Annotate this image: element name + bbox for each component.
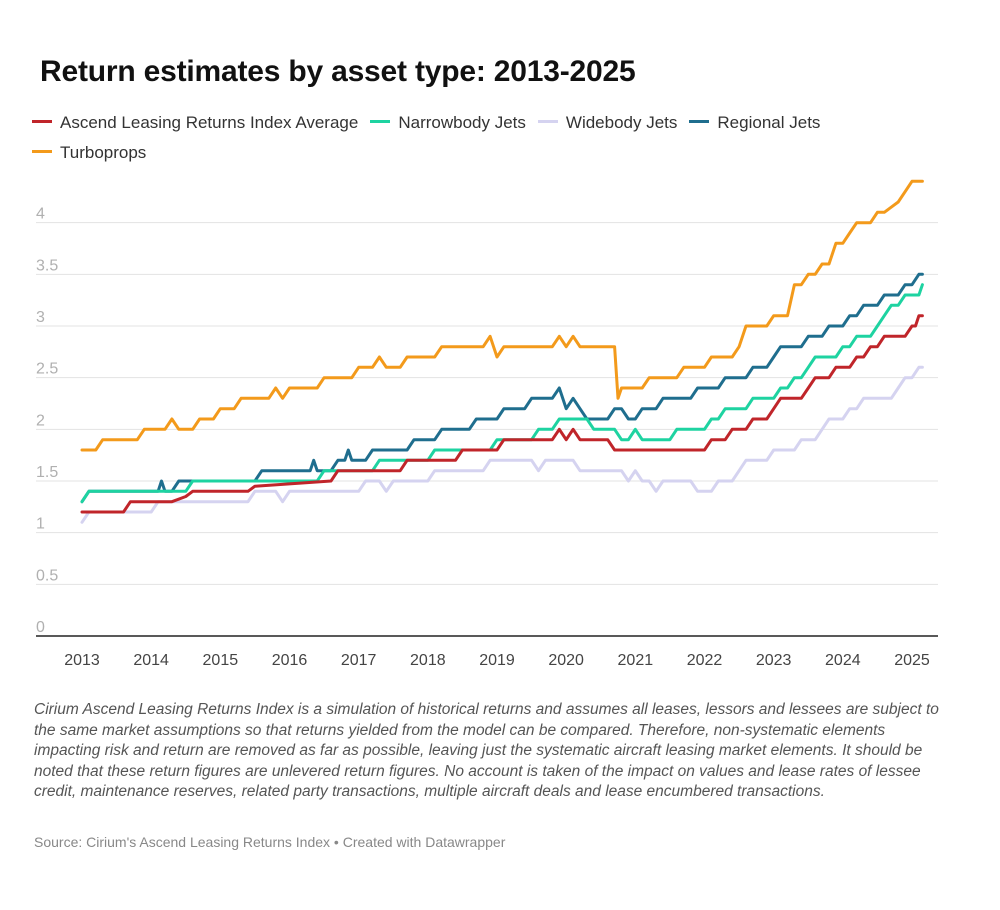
- x-tick-label: 2017: [341, 652, 377, 669]
- x-tick-label: 2014: [133, 652, 169, 669]
- x-tick-label: 2021: [618, 652, 654, 669]
- x-tick-label: 2019: [479, 652, 515, 669]
- y-tick-label: 2: [36, 412, 45, 429]
- x-tick-label: 2024: [825, 652, 861, 669]
- y-tick-label: 2.5: [36, 361, 58, 378]
- x-tick-label: 2025: [894, 652, 930, 669]
- x-tick-label: 2020: [548, 652, 584, 669]
- gridlines: [36, 223, 938, 585]
- x-tick-label: 2023: [756, 652, 792, 669]
- x-tick-label: 2022: [687, 652, 723, 669]
- line-chart: 00.511.522.533.54 2013 2014 2015 2016 2017 20…: [0, 0, 1000, 690]
- series-lines: [82, 181, 922, 522]
- series-line-regional-jets: [82, 274, 922, 501]
- y-tick-label: 0.5: [36, 567, 58, 584]
- x-axis-ticks: 2013 2014 2015 2016 2017 2018 2019 2020 2021 2022…: [64, 652, 930, 669]
- y-axis-ticks: 0 0.5 1 1.5 2 2.5 3 3.5 4: [36, 206, 58, 636]
- y-tick-label: 0: [36, 619, 45, 636]
- methodology-note: Cirium Ascend Leasing Returns Index is a…: [34, 700, 944, 803]
- series-line-narrowbody-jets: [82, 285, 922, 502]
- y-tick-label: 3: [36, 309, 45, 326]
- x-tick-label: 2013: [64, 652, 100, 669]
- y-tick-label: 1: [36, 516, 45, 533]
- x-tick-label: 2016: [272, 652, 308, 669]
- y-tick-label: 3.5: [36, 257, 58, 274]
- y-tick-label: 1.5: [36, 464, 58, 481]
- x-tick-label: 2018: [410, 652, 446, 669]
- y-tick-label: 4: [36, 206, 45, 223]
- source-credit: Source: Cirium's Ascend Leasing Returns …: [34, 834, 505, 850]
- x-tick-label: 2015: [203, 652, 239, 669]
